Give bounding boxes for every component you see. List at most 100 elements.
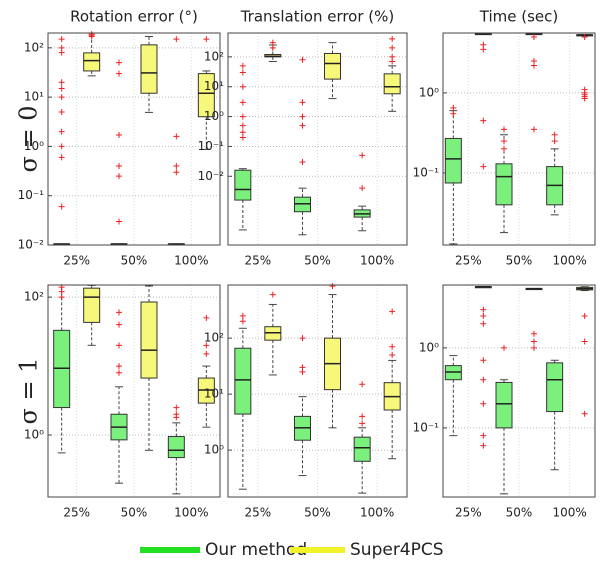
plot-frame [47,32,221,246]
plot-frame [442,32,596,246]
outlier [239,83,246,90]
outlier [299,159,306,166]
x-tick-label: 25% [455,506,482,520]
x-tick-label: 50% [304,506,331,520]
outlier [58,203,65,210]
x-tick-label: 25% [63,254,90,268]
outlier [88,31,95,38]
outlier [359,152,366,159]
outlier [581,338,588,345]
y-tick-label: 10⁰ [24,427,44,441]
box-group [383,308,401,460]
y-tick-label: 10⁰ [204,109,224,123]
outlier [58,154,65,161]
outlier [359,381,366,388]
x-tick-label: 50% [304,254,331,268]
box [324,52,341,80]
box-group [83,31,101,77]
box-group [197,36,215,150]
box-group [444,104,462,245]
outlier [239,312,246,319]
box [167,436,185,459]
outlier [116,309,122,316]
outlier [173,36,180,43]
outlier [116,59,122,66]
y-tick-label: 10² [24,290,44,304]
box [140,301,158,379]
outlier [329,283,336,290]
outlier [450,104,457,111]
outlier [58,288,65,295]
outlier [581,313,588,320]
outlier [58,79,65,86]
box-group [495,126,513,234]
box-group [53,36,71,246]
box-group [167,36,185,246]
outlier [531,344,537,351]
plot-frame [47,284,221,498]
outlier [116,70,122,77]
outlier [531,33,537,40]
outlier [58,294,65,301]
outlier [551,138,558,145]
outlier [359,420,366,427]
x-tick-label: 25% [244,254,271,268]
outlier [116,163,122,170]
outlier [389,343,396,350]
x-tick-label: 25% [244,506,271,520]
outlier [239,62,246,69]
box-group [110,309,128,484]
y-tick-label: 10⁻¹ [18,188,45,202]
y-tick-label: 10⁻¹ [198,139,225,153]
y-tick-label: 10² [204,331,224,345]
x-tick-label: 50% [506,506,533,520]
outlier [531,338,537,345]
outlier [501,145,507,152]
outlier [116,321,122,328]
outlier [581,95,588,102]
x-tick-label: 100% [360,254,394,268]
plot-frame [227,284,408,498]
outlier [551,131,558,138]
outlier [116,132,122,139]
outlier [480,400,487,407]
y-tick-label: 10⁻² [18,238,45,252]
outlier [58,143,65,150]
outlier [480,442,487,449]
box-group [576,286,594,417]
box-group [474,286,492,449]
x-tick-label: 100% [174,254,208,268]
box-group [546,359,564,471]
box-group [383,35,401,112]
box-group [546,131,564,216]
box-group [197,314,215,428]
x-tick-label: 50% [121,254,148,268]
outlier [480,117,487,124]
outlier [299,56,306,63]
outlier [203,350,210,357]
outlier [173,169,180,176]
box-group [324,42,341,100]
box-group [264,39,282,62]
y-tick-label: 10⁻² [198,169,225,183]
outlier [239,134,246,141]
outlier [203,342,210,349]
box-group [353,152,371,232]
outlier [299,113,306,120]
outlier [173,414,180,421]
box [197,73,215,118]
box-group [353,381,371,494]
outlier [389,308,396,315]
outlier [116,363,122,370]
box-group [525,32,543,133]
box-group [234,312,252,490]
x-tick-label: 50% [121,506,148,520]
y-tick-label: 10¹ [204,387,224,401]
outlier [239,69,246,76]
outlier [299,335,306,342]
outlier [173,163,180,170]
box-group [53,284,71,454]
outlier [58,36,65,43]
outlier [480,357,487,364]
box [234,347,252,415]
